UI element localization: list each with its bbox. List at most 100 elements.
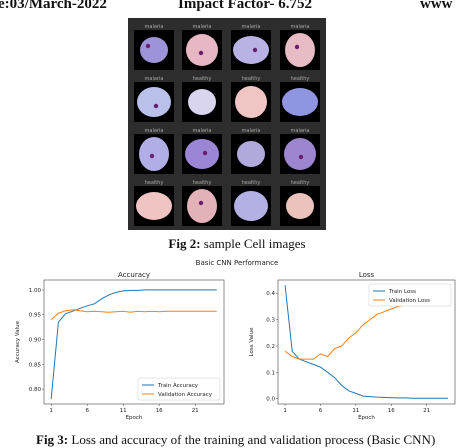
cell-body: [187, 189, 217, 223]
parasite-spot: [153, 103, 159, 109]
blood-cell-picture: [134, 82, 174, 122]
x-tick-label: 21: [192, 408, 199, 414]
series-line-validation-loss: [284, 300, 448, 360]
series-line-validation-accuracy: [50, 309, 217, 321]
y-tick-label: 0.95: [29, 313, 42, 319]
legend-label: Train Accuracy: [157, 383, 199, 389]
loss-x-axis-label: Epoch: [358, 415, 375, 421]
cell-body: [233, 36, 269, 64]
cell-label: healthy: [144, 180, 164, 186]
blood-cell-picture: [280, 30, 320, 70]
cell-image-healthy: healthy: [182, 76, 222, 127]
blood-cell-picture: [231, 134, 271, 174]
fig2-text: sample Cell images: [200, 236, 306, 251]
parasite-spot: [149, 153, 155, 159]
cell-label: malaria: [192, 128, 212, 134]
x-tick-label: 21: [423, 408, 430, 414]
parasite-spot: [145, 43, 151, 49]
loss-y-axis-label: Loss Value: [249, 327, 255, 357]
cell-body: [235, 86, 267, 118]
blood-cell-picture: [182, 134, 222, 174]
x-tick-label: 1: [283, 408, 287, 414]
fig3-caption: Fig 3: Loss and accuracy of the training…: [36, 432, 435, 448]
cell-image-malaria: malaria: [231, 24, 271, 75]
y-tick-label: 0.2: [266, 344, 275, 350]
cell-label: malaria: [144, 24, 164, 30]
cell-body: [234, 191, 268, 221]
x-tick-label: 11: [120, 408, 127, 414]
cell-label: healthy: [290, 180, 310, 186]
cell-image-healthy: healthy: [231, 76, 271, 127]
cell-body: [136, 192, 172, 220]
cell-body: [282, 88, 318, 116]
cell-image-malaria: malaria: [231, 128, 271, 179]
cell-body: [137, 87, 171, 117]
blood-cell-picture: [182, 186, 222, 226]
cell-body: [185, 139, 219, 169]
cell-body: [237, 141, 265, 167]
cell-image-healthy: healthy: [134, 180, 174, 231]
cell-body: [186, 34, 218, 66]
blood-cell-picture: [280, 134, 320, 174]
y-tick-label: 0.4: [266, 291, 275, 297]
accuracy-x-axis-label: Epoch: [126, 415, 143, 421]
blood-cell-picture: [280, 82, 320, 122]
parasite-spot: [298, 154, 304, 160]
y-tick-label: 1.00: [29, 288, 42, 294]
blood-cell-picture: [182, 82, 222, 122]
blood-cell-picture: [231, 186, 271, 226]
fig2-label: Fig 2:: [168, 236, 201, 251]
sample-cell-grid: malaria malaria malaria malaria malaria healt…: [128, 18, 326, 230]
y-tick-label: 0.90: [29, 338, 42, 344]
x-tick-label: 1: [49, 408, 53, 414]
blood-cell-picture: [280, 186, 320, 226]
series-line-train-accuracy: [50, 289, 217, 400]
blood-cell-picture: [182, 30, 222, 70]
header-impact-factor: Impact Factor- 6.752: [178, 0, 312, 12]
y-tick-label: 0.0: [266, 397, 275, 403]
cell-label: malaria: [290, 24, 310, 30]
loss-title: Loss: [359, 271, 375, 279]
cell-image-malaria: malaria: [182, 128, 222, 179]
cell-image-healthy: healthy: [280, 76, 320, 127]
cell-body: [139, 137, 169, 171]
legend-label: Validation Loss: [389, 298, 430, 304]
header-website: www: [420, 0, 453, 12]
cell-body: [286, 193, 314, 219]
x-tick-label: 6: [319, 408, 323, 414]
cell-label: healthy: [192, 76, 212, 82]
cell-body: [140, 37, 168, 63]
blood-cell-picture: [134, 134, 174, 174]
loss-plot-frame: [277, 279, 456, 405]
parasite-spot: [294, 44, 300, 50]
cell-label: healthy: [192, 180, 212, 186]
cell-body: [188, 89, 216, 115]
y-tick-label: 0.1: [266, 370, 275, 376]
header-date: e:03/March-2022: [0, 0, 107, 12]
blood-cell-picture: [134, 30, 174, 70]
legend-label: Train Loss: [388, 289, 416, 295]
loss-legend-box: [368, 283, 452, 307]
x-tick-label: 16: [156, 408, 163, 414]
y-tick-label: 0.3: [266, 318, 275, 324]
cell-image-malaria: malaria: [182, 24, 222, 75]
parasite-spot: [198, 200, 204, 206]
cell-label: malaria: [241, 128, 261, 134]
cell-label: malaria: [144, 128, 164, 134]
parasite-spot: [252, 47, 258, 53]
cell-label: healthy: [241, 180, 261, 186]
parasite-spot: [202, 150, 208, 156]
series-line-train-loss: [284, 285, 448, 399]
legend-label: Validation Accuracy: [158, 392, 213, 398]
cell-label: malaria: [192, 24, 212, 30]
cell-image-malaria: malaria: [134, 24, 174, 75]
cell-image-malaria: malaria: [280, 128, 320, 179]
fig2-caption: Fig 2: sample Cell images: [0, 236, 474, 252]
blood-cell-picture: [134, 186, 174, 226]
cell-label: malaria: [241, 24, 261, 30]
cell-label: healthy: [241, 76, 261, 82]
x-tick-label: 6: [85, 408, 89, 414]
accuracy-y-axis-label: Accuracy Value: [15, 320, 21, 363]
parasite-spot: [198, 50, 204, 56]
